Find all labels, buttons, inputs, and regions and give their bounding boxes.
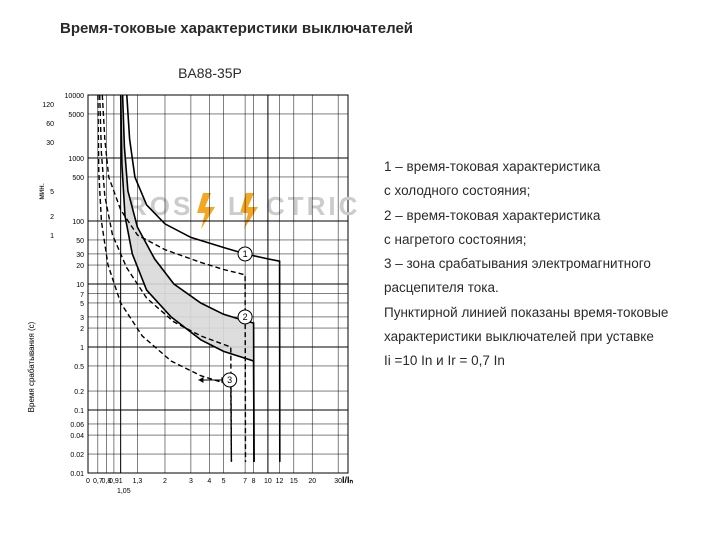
svg-text:2: 2 bbox=[243, 312, 248, 322]
svg-text:12: 12 bbox=[276, 478, 284, 485]
svg-text:500: 500 bbox=[72, 175, 84, 182]
svg-text:8: 8 bbox=[252, 478, 256, 485]
legend-line-2: с холодного состояния; bbox=[384, 179, 698, 203]
svg-text:3: 3 bbox=[80, 315, 84, 322]
svg-text:5: 5 bbox=[80, 301, 84, 308]
svg-text:50: 50 bbox=[76, 238, 84, 245]
svg-text:мин.: мин. bbox=[37, 183, 46, 200]
svg-text:5: 5 bbox=[222, 478, 226, 485]
svg-text:3: 3 bbox=[189, 478, 193, 485]
svg-text:10: 10 bbox=[76, 282, 84, 289]
legend-line-5: 3 – зона срабатывания электромагнитного bbox=[384, 252, 698, 276]
svg-text:100: 100 bbox=[72, 219, 84, 226]
svg-text:1: 1 bbox=[50, 233, 54, 240]
legend-line-3: 2 – время-токовая характеристика bbox=[384, 204, 698, 228]
chart-container: ROSLCTRIC1231000050001000500100503020107… bbox=[20, 89, 360, 509]
svg-text:Время срабатывания (с): Время срабатывания (с) bbox=[27, 321, 36, 412]
svg-text:30: 30 bbox=[334, 478, 342, 485]
svg-text:2: 2 bbox=[50, 214, 54, 221]
svg-text:3: 3 bbox=[227, 375, 232, 385]
legend-line-7: Пунктирной линией показаны время-токовые bbox=[384, 301, 698, 325]
svg-text:0.02: 0.02 bbox=[70, 452, 84, 459]
svg-text:I/Iₙ: I/Iₙ bbox=[342, 475, 354, 485]
svg-text:30: 30 bbox=[46, 140, 54, 147]
legend-line-9: Ii =10 In и Ir = 0,7 In bbox=[384, 349, 698, 373]
svg-text:1: 1 bbox=[243, 249, 248, 259]
svg-text:ROS: ROS bbox=[128, 191, 193, 221]
svg-text:4: 4 bbox=[207, 478, 211, 485]
legend-line-6: расцепителя тока. bbox=[384, 276, 698, 300]
svg-text:1,05: 1,05 bbox=[117, 488, 131, 495]
svg-text:15: 15 bbox=[290, 478, 298, 485]
legend-line-8: характеристики выключателей при уставке bbox=[384, 325, 698, 349]
svg-text:7: 7 bbox=[243, 478, 247, 485]
legend-panel: 1 – время-токовая характеристика с холод… bbox=[384, 65, 698, 509]
svg-text:20: 20 bbox=[76, 263, 84, 270]
svg-text:1: 1 bbox=[119, 478, 123, 485]
svg-text:120: 120 bbox=[42, 102, 54, 109]
svg-text:0: 0 bbox=[86, 478, 90, 485]
svg-text:0.2: 0.2 bbox=[74, 389, 84, 396]
svg-text:0.5: 0.5 bbox=[74, 364, 84, 371]
svg-text:1000: 1000 bbox=[68, 156, 84, 163]
svg-text:1,3: 1,3 bbox=[133, 478, 143, 485]
svg-text:2: 2 bbox=[80, 326, 84, 333]
svg-text:5000: 5000 bbox=[68, 112, 84, 119]
legend-line-4: с нагретого состояния; bbox=[384, 228, 698, 252]
svg-text:2: 2 bbox=[163, 478, 167, 485]
chart-subtitle: BA88-35P bbox=[60, 65, 360, 81]
svg-text:0.1: 0.1 bbox=[74, 408, 84, 415]
svg-text:1: 1 bbox=[80, 345, 84, 352]
svg-text:0.01: 0.01 bbox=[70, 471, 84, 478]
svg-text:CTRIC: CTRIC bbox=[266, 191, 360, 221]
svg-text:0.06: 0.06 bbox=[70, 422, 84, 429]
svg-text:10: 10 bbox=[264, 478, 272, 485]
svg-text:0.04: 0.04 bbox=[70, 433, 84, 440]
trip-curve-chart: ROSLCTRIC1231000050001000500100503020107… bbox=[20, 89, 360, 509]
svg-text:10000: 10000 bbox=[65, 93, 85, 100]
page-title: Время-токовые характеристики выключателе… bbox=[60, 20, 698, 37]
svg-text:0,9: 0,9 bbox=[109, 478, 119, 485]
legend-line-1: 1 – время-токовая характеристика bbox=[384, 155, 698, 179]
svg-text:30: 30 bbox=[76, 252, 84, 259]
svg-text:5: 5 bbox=[50, 189, 54, 196]
svg-text:L: L bbox=[228, 191, 244, 221]
svg-text:20: 20 bbox=[308, 478, 316, 485]
svg-text:60: 60 bbox=[46, 121, 54, 128]
svg-text:7: 7 bbox=[80, 292, 84, 299]
